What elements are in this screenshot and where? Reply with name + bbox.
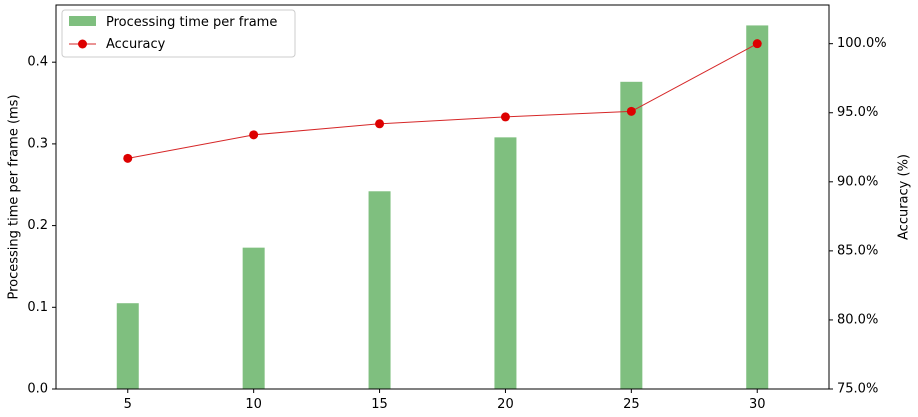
- legend-swatch-accuracy-marker: [78, 39, 87, 49]
- legend: Processing time per frame Accuracy: [61, 9, 296, 58]
- y-right-tick-label: 95.0%: [837, 105, 878, 120]
- accuracy-point: [752, 39, 762, 49]
- accuracy-point: [249, 130, 259, 140]
- legend-label-accuracy: Accuracy: [106, 37, 166, 52]
- x-tick-label: 5: [124, 397, 132, 412]
- accuracy-point: [123, 153, 133, 163]
- bar-processing-time: [242, 247, 265, 389]
- accuracy-line: [127, 43, 758, 159]
- y-right-tick-label: 100.0%: [837, 36, 887, 51]
- legend-swatch-processing-time: [69, 16, 96, 26]
- legend-label-processing-time: Processing time per frame: [106, 15, 277, 30]
- x-tick-label: 25: [623, 397, 640, 412]
- bar-processing-time: [494, 137, 517, 389]
- x-tick-label: 15: [371, 397, 388, 412]
- bar-processing-time: [746, 25, 769, 389]
- y-left-tick-label: 0.4: [27, 55, 48, 70]
- y-axis-left: 0.0 0.1 0.2 0.3 0.4: [27, 55, 56, 397]
- y-axis-right: 75.0% 80.0% 85.0% 90.0% 95.0% 100.0%: [829, 36, 887, 397]
- y-right-tick-label: 80.0%: [837, 312, 878, 327]
- y-right-tick-label: 85.0%: [837, 243, 878, 258]
- bar-processing-time: [620, 81, 643, 390]
- y-left-tick-label: 0.0: [27, 382, 48, 397]
- accuracy-point: [500, 112, 510, 122]
- accuracy-point: [626, 106, 636, 116]
- bar-processing-time: [116, 303, 139, 389]
- plot-frame: [55, 4, 830, 390]
- line-layer: [123, 39, 762, 163]
- y-right-tick-label: 90.0%: [837, 174, 878, 189]
- x-tick-label: 20: [497, 397, 514, 412]
- y-right-tick-label: 75.0%: [837, 382, 878, 397]
- bar-processing-time: [368, 191, 391, 389]
- x-tick-label: 10: [245, 397, 262, 412]
- accuracy-point: [375, 119, 385, 129]
- y-axis-right-label: Accuracy (%): [897, 154, 912, 240]
- legend-frame: [61, 9, 296, 58]
- x-tick-label: 30: [749, 397, 766, 412]
- x-axis: 5 10 15 20 25 30: [124, 389, 766, 412]
- y-axis-left-label: Processing time per frame (ms): [7, 94, 22, 299]
- bars-layer: [116, 25, 769, 390]
- y-left-tick-label: 0.1: [27, 300, 48, 315]
- y-left-tick-label: 0.3: [27, 136, 48, 151]
- y-left-tick-label: 0.2: [27, 218, 48, 233]
